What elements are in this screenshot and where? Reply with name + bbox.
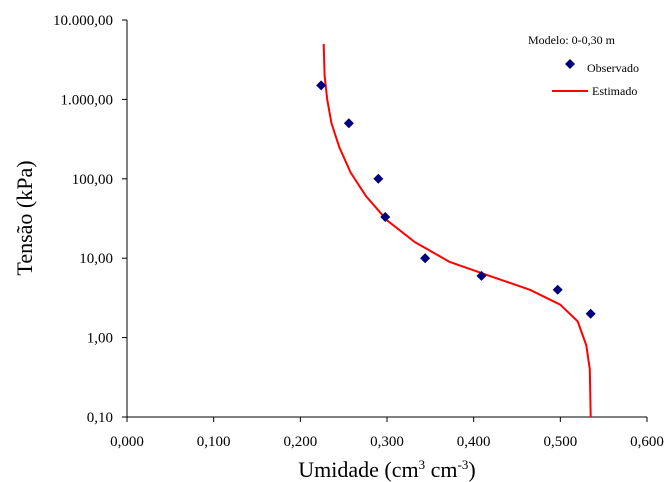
x-tick-label: 0,000	[110, 434, 144, 450]
x-tick-label: 0,100	[197, 434, 231, 450]
points-layer	[316, 80, 596, 319]
y-tick-label: 10,00	[79, 251, 113, 267]
x-tick-label: 0,400	[457, 434, 491, 450]
x-axis-title-sup1: 3	[419, 457, 426, 472]
observado-point	[380, 212, 391, 223]
series-estimado-line	[322, 43, 592, 418]
model-annotation: Modelo: 0-0,30 m	[528, 33, 616, 47]
x-tick-label: 0,500	[543, 434, 577, 450]
x-tick-label: 0,300	[370, 434, 404, 450]
x-axis-title-base: Umidade (cm	[298, 457, 418, 482]
observado-point	[552, 284, 563, 295]
y-tick-label: 1,00	[87, 331, 113, 347]
x-tick-label: 0,200	[283, 434, 317, 450]
curve-layer	[322, 43, 592, 418]
x-axis-title-mid: cm	[425, 457, 457, 482]
legend: Modelo: 0-0,30 m Observado Estimado	[528, 33, 639, 98]
legend-estimado-label: Estimado	[592, 84, 637, 98]
observado-point	[373, 173, 384, 184]
ticks: 0,000 0,100 0,200 0,300 0,400 0,500 0,600 0,10 1…	[53, 13, 664, 450]
x-tick-label: 0,600	[630, 434, 664, 450]
observado-point	[585, 308, 596, 319]
x-axis-title: Umidade (cm3 cm-3)	[298, 457, 475, 482]
y-tick-label: 0,10	[87, 410, 113, 426]
x-axis-title-sup2: -3	[458, 457, 469, 472]
observado-point	[476, 270, 487, 281]
y-tick-label: 10.000,00	[53, 13, 113, 29]
observado-point	[343, 118, 354, 129]
y-axis-title: Tensão (kPa)	[12, 160, 37, 275]
observado-point	[420, 253, 431, 264]
legend-observado-label: Observado	[587, 61, 639, 75]
observado-point	[316, 80, 327, 91]
y-tick-label: 1.000,00	[61, 92, 114, 108]
x-axis-title-end: )	[468, 457, 475, 482]
y-tick-label: 100,00	[72, 172, 113, 188]
legend-observado-marker	[565, 59, 575, 69]
